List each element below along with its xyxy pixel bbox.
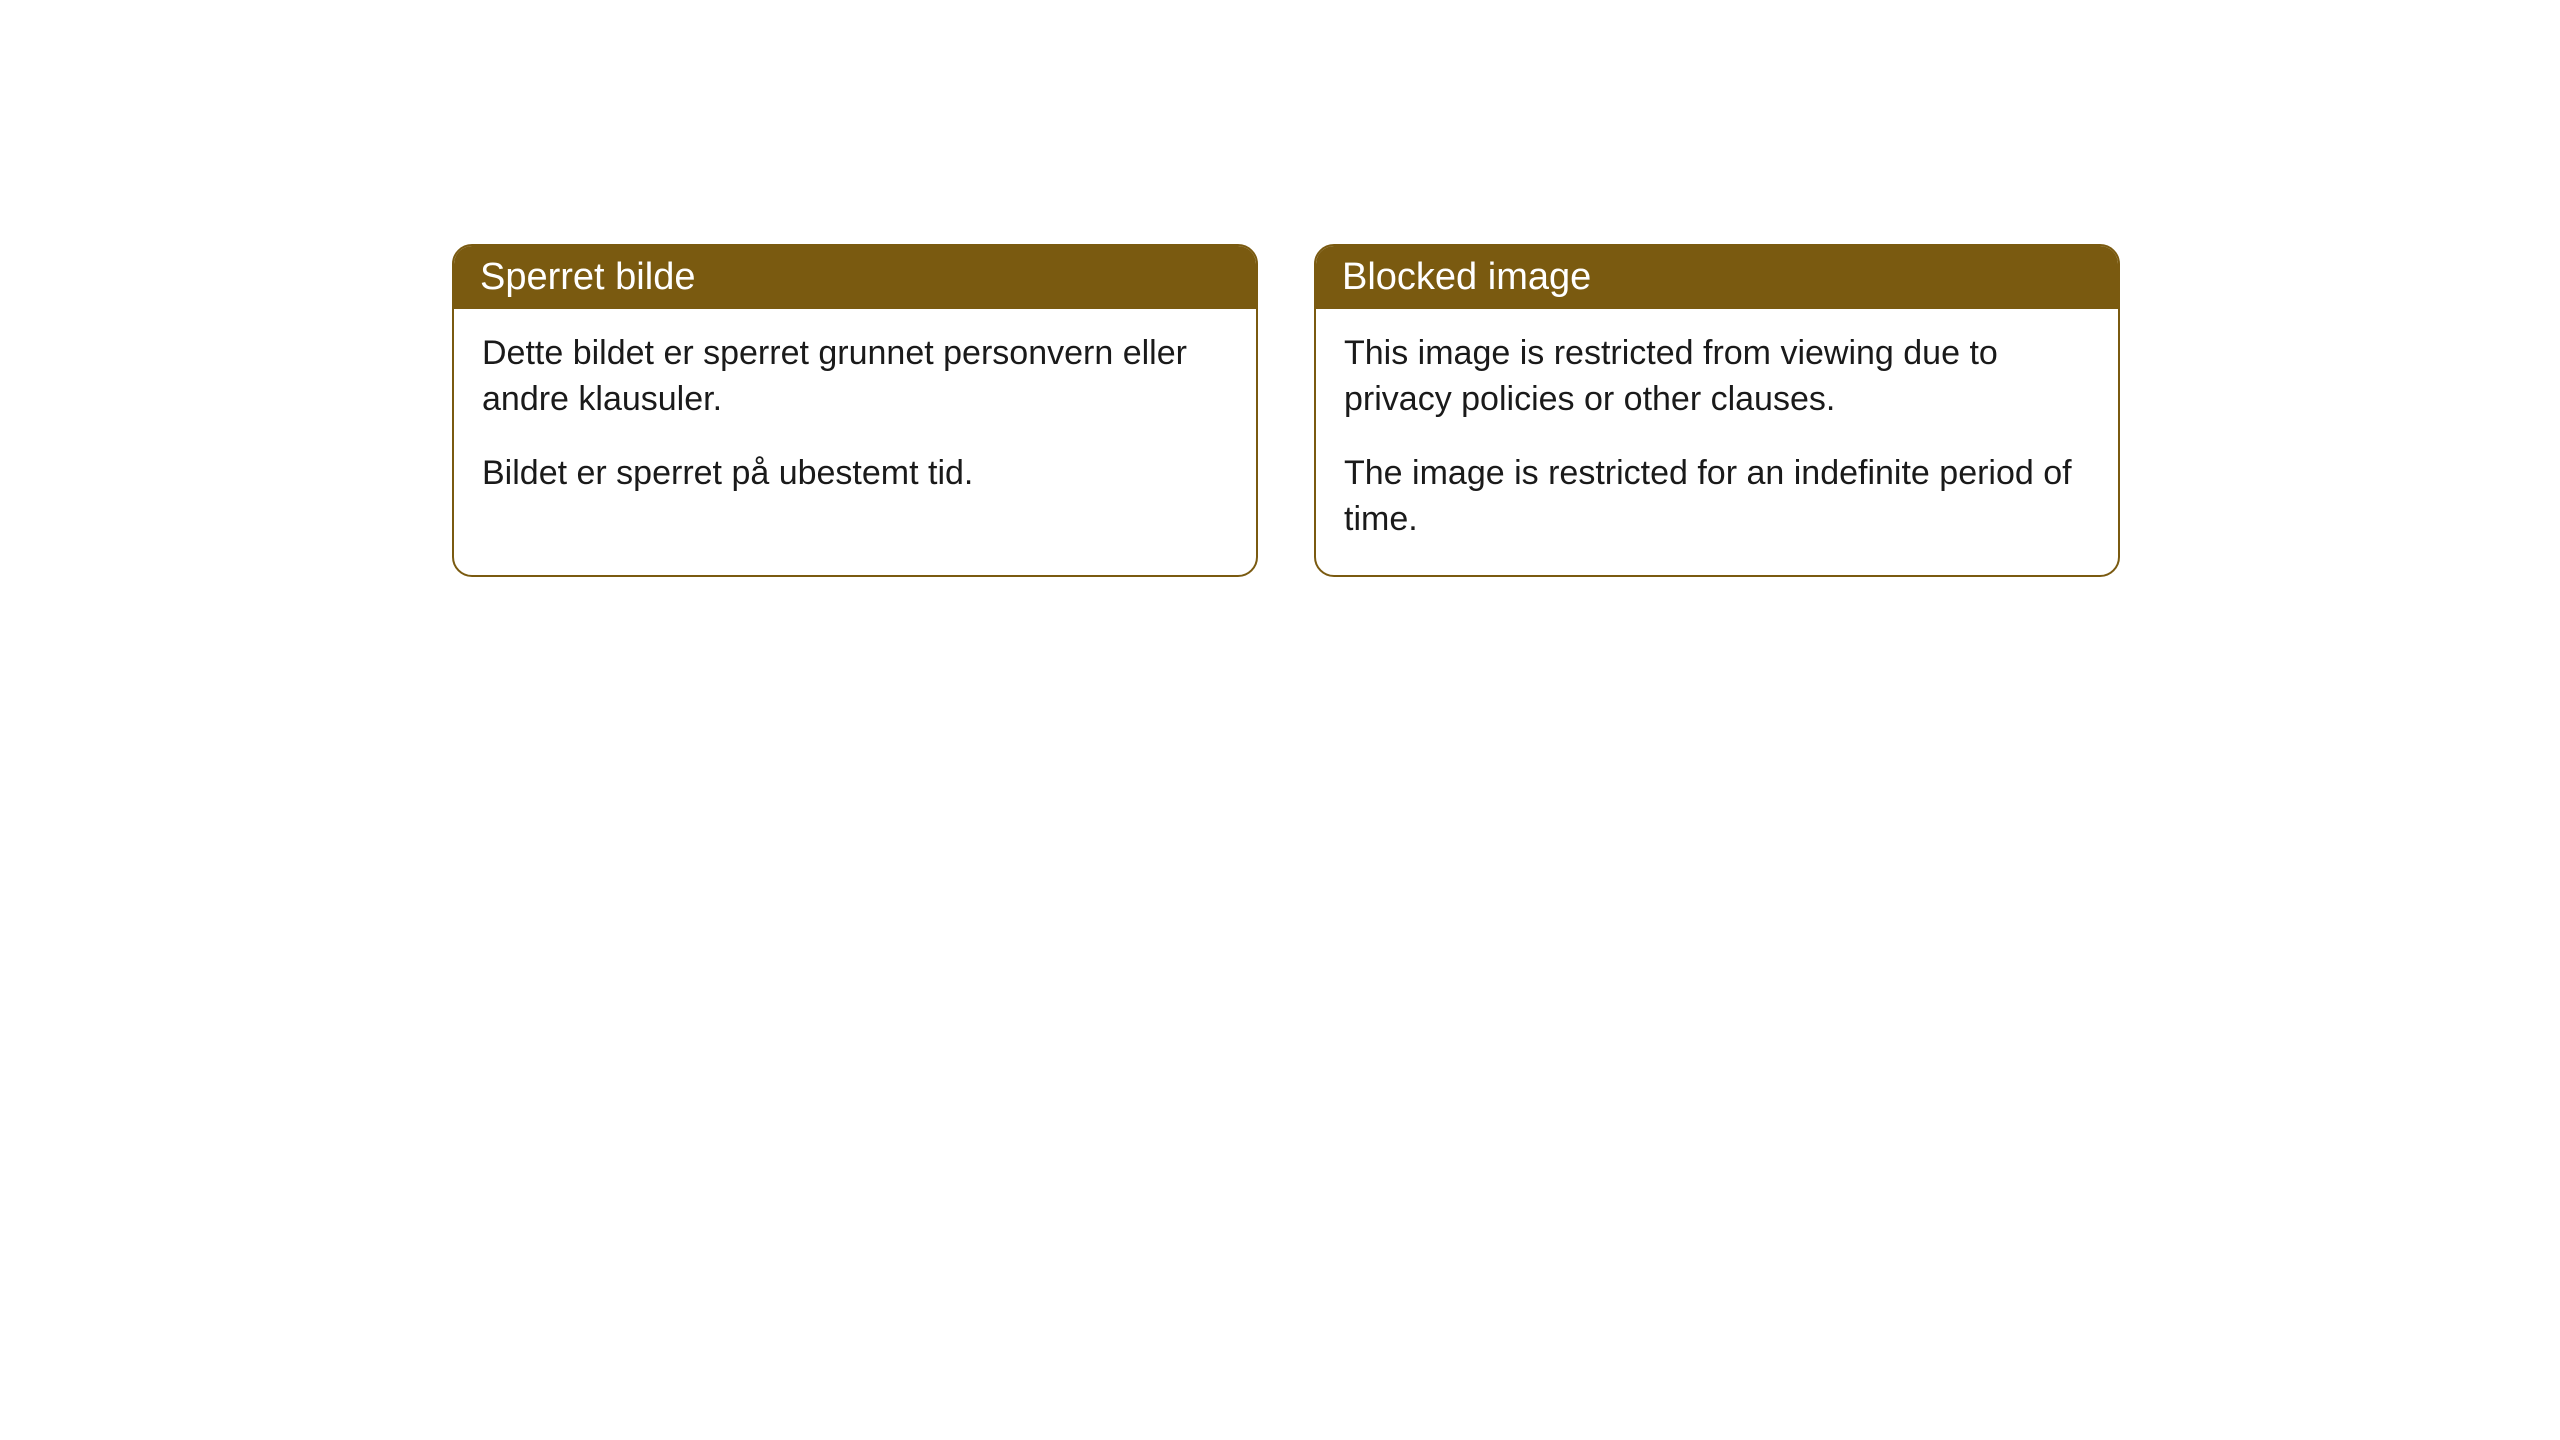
card-title-norwegian: Sperret bilde <box>480 256 695 298</box>
card-body-norwegian: Dette bildet er sperret grunnet personve… <box>454 309 1256 529</box>
card-title-english: Blocked image <box>1342 256 1591 298</box>
cards-container: Sperret bilde Dette bildet er sperret gr… <box>452 244 2120 577</box>
card-body-english: This image is restricted from viewing du… <box>1316 309 2118 575</box>
card-paragraph-norwegian-2: Bildet er sperret på ubestemt tid. <box>482 451 1228 497</box>
card-header-english: Blocked image <box>1316 246 2118 309</box>
card-paragraph-english-2: The image is restricted for an indefinit… <box>1344 451 2090 543</box>
card-paragraph-norwegian-1: Dette bildet er sperret grunnet personve… <box>482 331 1228 423</box>
card-english: Blocked image This image is restricted f… <box>1314 244 2120 577</box>
card-norwegian: Sperret bilde Dette bildet er sperret gr… <box>452 244 1258 577</box>
card-header-norwegian: Sperret bilde <box>454 246 1256 309</box>
card-paragraph-english-1: This image is restricted from viewing du… <box>1344 331 2090 423</box>
